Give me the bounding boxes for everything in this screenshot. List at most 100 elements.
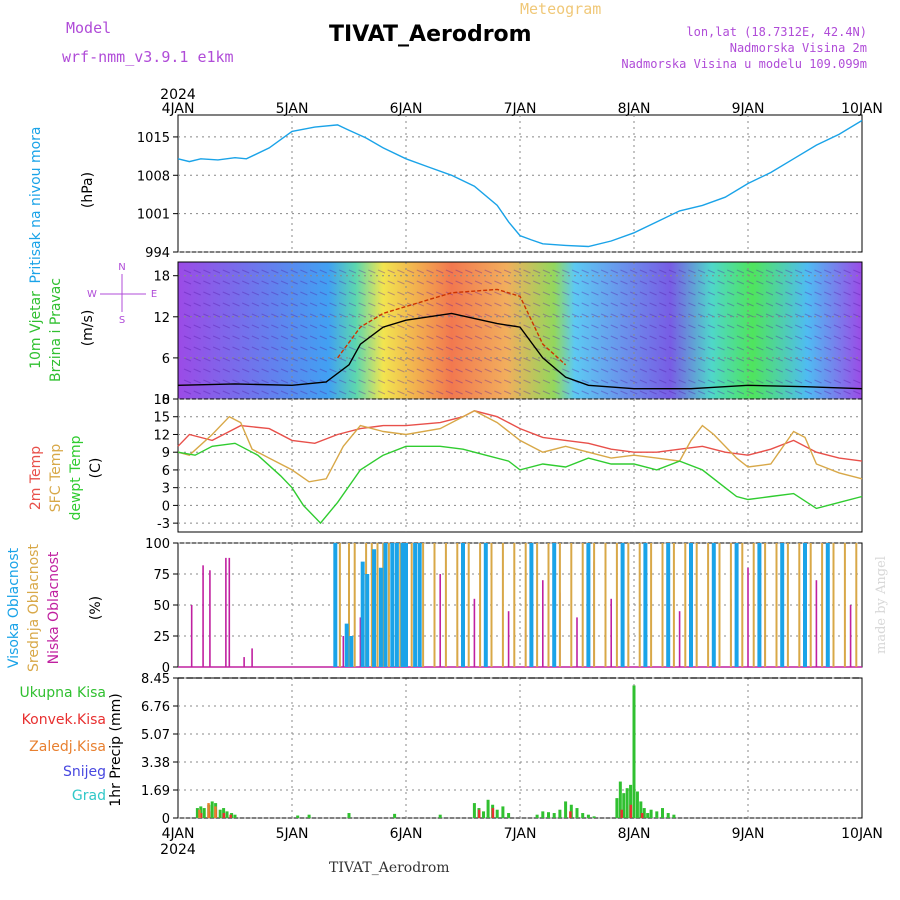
wind-arrow (339, 379, 347, 384)
wind-arrow (358, 357, 366, 362)
wind-arrow (659, 390, 667, 395)
wind-arrow (212, 335, 221, 340)
wind-arrow (794, 379, 803, 384)
total_precip-bar (202, 808, 206, 818)
x-tick-label-top: 10JAN (841, 101, 883, 117)
wind-arrow (387, 346, 395, 351)
wind-arrow (348, 368, 357, 373)
wind-arrow (746, 379, 754, 384)
wind-arrow (203, 335, 211, 340)
total_precip-bar (625, 788, 629, 818)
wind-arrow (804, 291, 812, 296)
total_precip-bar (552, 813, 556, 818)
wind-arrow (668, 368, 677, 373)
wind-arrow (309, 335, 318, 340)
wind-arrow (416, 291, 424, 296)
wind-arrow (688, 335, 696, 340)
wind-arrow (397, 291, 405, 296)
wind-arrow (678, 280, 686, 285)
wind-arrow (193, 357, 201, 362)
wind-arrow (222, 335, 230, 340)
wind-arrow (426, 379, 434, 384)
total_precip-bar (547, 812, 550, 818)
wind-arrow (756, 357, 764, 362)
wind-arrow (717, 368, 725, 373)
wind-arrow (280, 291, 289, 296)
wind-arrow (494, 368, 502, 373)
wind-arrow (610, 390, 618, 395)
wind-arrow (707, 280, 715, 285)
conv_precip-bar (569, 811, 572, 818)
precip-legend-snow: Snijeg (63, 764, 106, 780)
precip-legend-conv_precip: Konvek.Kisa (22, 712, 106, 728)
wind-arrow (183, 269, 192, 274)
total_precip-bar (393, 813, 397, 818)
wind-arrow (261, 269, 269, 274)
wind-arrow (242, 357, 250, 362)
x-tick-label-bottom: 10JAN (841, 826, 883, 842)
wind-arrow (610, 379, 618, 384)
wind-arrow (717, 280, 725, 285)
wind-arrow (484, 324, 492, 329)
wind-arrow (542, 390, 551, 395)
wind-arrow (697, 291, 706, 296)
wind-arrow (765, 324, 774, 329)
wind-arrow (571, 291, 580, 296)
wind-arrow (329, 291, 337, 296)
wind-arrow (620, 335, 628, 340)
wind-arrow (203, 280, 211, 285)
wind-arrow (678, 357, 686, 362)
wind-arrow (329, 324, 337, 329)
wind-arrow (824, 368, 832, 373)
total_precip-bar (575, 808, 579, 818)
wind-arrow (717, 390, 725, 395)
x-tick-label-top: 5JAN (276, 101, 309, 117)
wind-arrow (387, 280, 395, 285)
wind-arrow (290, 390, 298, 395)
wind-arrow (261, 346, 269, 351)
wind-arrow (600, 379, 609, 384)
total_precip-bar (438, 814, 442, 818)
wind-arrow (251, 379, 260, 384)
wind-arrow (727, 302, 735, 307)
wind-arrow (513, 269, 521, 274)
wind-arrow (242, 390, 250, 395)
wind-arrow (591, 291, 599, 296)
y-tick-label: 0 (162, 812, 170, 827)
sfctemp-axis-title: SFC Temp (48, 444, 64, 513)
wind-arrow (581, 324, 589, 329)
wind-arrow (794, 335, 803, 340)
wind-arrow (348, 269, 357, 274)
wind-arrow (368, 390, 376, 395)
wind-arrow (474, 335, 483, 340)
total_precip-bar (225, 811, 229, 818)
wind-arrow (242, 368, 250, 373)
wind-arrow (707, 368, 715, 373)
wind-arrow (406, 291, 415, 296)
wind-arrow (581, 346, 589, 351)
wind-arrow (465, 379, 473, 384)
wind-arrow (824, 313, 832, 318)
wind-arrow (212, 302, 221, 307)
wind-arrow (261, 280, 269, 285)
wind-arrow (804, 357, 812, 362)
wind-arrow (639, 313, 648, 318)
wind-arrow (736, 302, 745, 307)
wind-arrow (775, 280, 783, 285)
wind-arrow (804, 335, 812, 340)
wind-arrow (348, 313, 357, 318)
y-tick-label: 15 (153, 411, 170, 426)
wind-arrow (552, 313, 560, 318)
wind-arrow (387, 291, 395, 296)
wind-arrow (571, 324, 580, 329)
wind-arrow (426, 390, 434, 395)
wind-arrow (193, 390, 201, 395)
wind-arrow (824, 291, 832, 296)
wind-arrow (212, 269, 221, 274)
wind-arrow (688, 390, 696, 395)
wind-arrow (183, 335, 192, 340)
wind-arrow (736, 335, 745, 340)
wind-arrow (659, 291, 667, 296)
wind-arrow (775, 357, 783, 362)
wind-arrow (484, 291, 492, 296)
